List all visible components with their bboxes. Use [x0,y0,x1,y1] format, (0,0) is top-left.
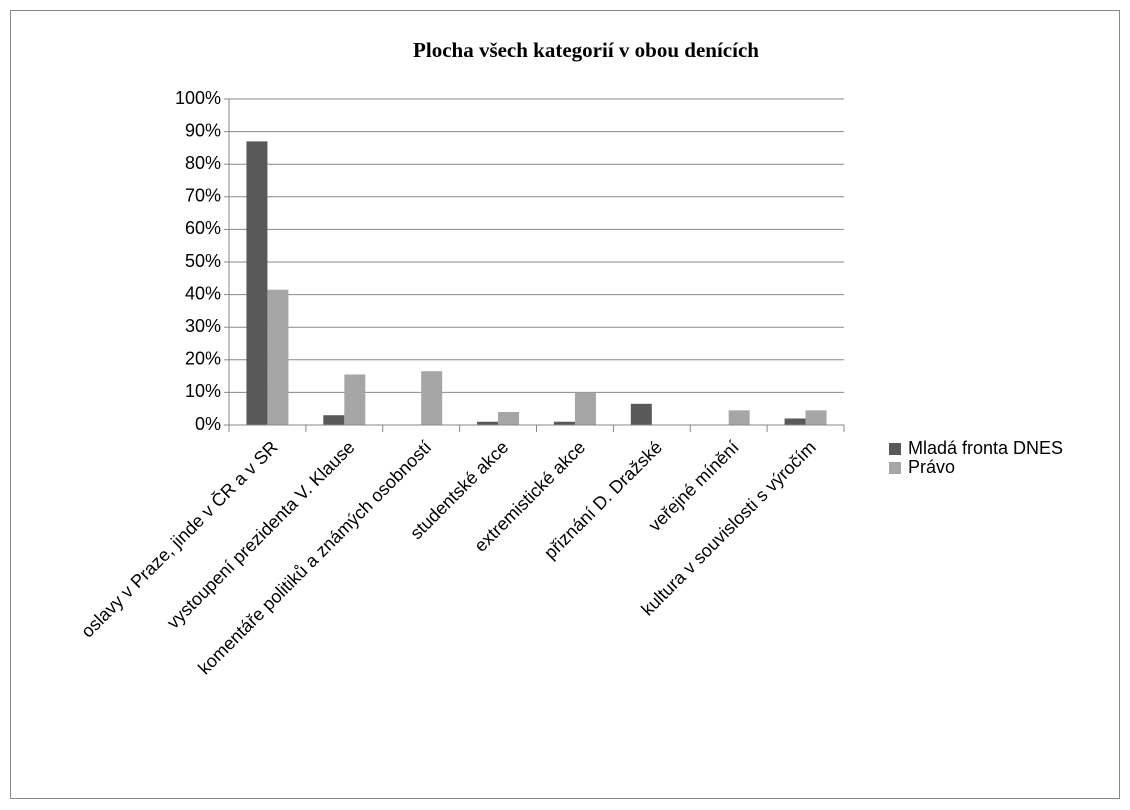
y-tick-label: 70% [185,186,221,206]
y-tick-label: 0% [195,414,221,434]
bar [553,421,575,425]
legend-swatch [889,462,901,474]
bar [477,421,499,425]
legend-label: Právo [908,457,955,477]
y-tick-label: 40% [185,283,221,303]
bar [344,374,366,425]
legend-swatch [889,443,901,455]
y-tick-label: 30% [185,316,221,336]
bar [784,418,806,425]
bar [421,371,443,425]
y-tick-label: 80% [185,153,221,173]
bar [630,403,652,425]
y-tick-label: 50% [185,251,221,271]
chart-border [10,10,1120,799]
legend-label: Mladá fronta DNES [908,438,1063,458]
bar [498,411,520,425]
bar [246,141,268,425]
y-tick-label: 20% [185,349,221,369]
y-tick-label: 90% [185,120,221,140]
y-tick-label: 60% [185,218,221,238]
y-tick-label: 100% [175,88,221,108]
bar [323,415,345,425]
bar [267,289,289,425]
bar [574,392,596,425]
bar [805,410,827,425]
y-tick-label: 10% [185,381,221,401]
bar [728,410,750,425]
chart-title: Plocha všech kategorií v obou denících [413,38,759,62]
